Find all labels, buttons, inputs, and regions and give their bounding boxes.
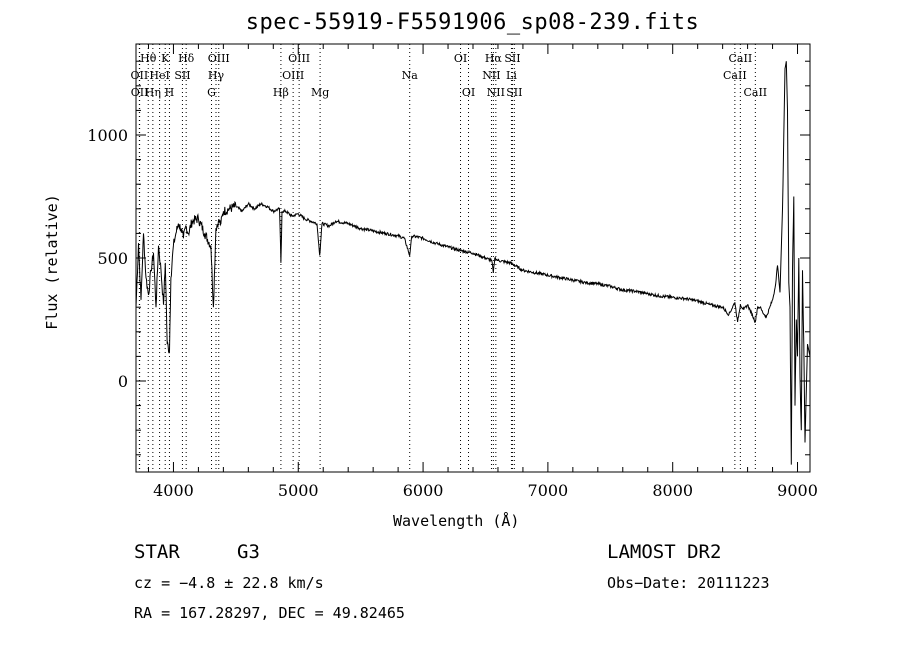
spectral-line-label: Hγ [208, 69, 225, 82]
x-axis-label: Wavelength (Å) [393, 512, 520, 530]
spectral-line-label: K [161, 52, 170, 65]
spectral-line-label: OIII [288, 52, 310, 65]
spectral-line-label: SII [506, 86, 522, 99]
spectral-line-label: G [207, 86, 216, 99]
x-tick-label: 5000 [278, 481, 319, 500]
y-tick-label: 500 [97, 249, 128, 268]
spectral-line-label: Hθ [140, 52, 157, 65]
spectral-line-label: NII [482, 69, 500, 82]
chart-title: spec-55919-F5591906_sp08-239.fits [245, 10, 700, 35]
x-tick-label: 7000 [528, 481, 569, 500]
spectral-line-label: Hβ [273, 86, 289, 99]
spectral-line-label: HeI [149, 69, 169, 82]
spectral-line-label: SII [174, 69, 190, 82]
spectral-line-label: CaII [743, 86, 767, 99]
y-axis-label: Flux (relative) [43, 194, 61, 330]
spectral-line-label: Hδ [178, 52, 195, 65]
spectral-line-label: CaII [723, 69, 747, 82]
spectral-line-label: CaII [729, 52, 753, 65]
spectral-line-label: OI [462, 86, 475, 99]
spectral-line-label: Hα [485, 52, 503, 65]
plot-frame [135, 43, 811, 473]
spectral-line-label: OIII [208, 52, 230, 65]
spectral-line-label: SII [504, 52, 520, 65]
spectral-line-label: OI [454, 52, 467, 65]
spectral-line-label: Mg [311, 86, 329, 99]
object-subclass: G3 [237, 541, 260, 563]
coordinates: RA = 167.28297, DEC = 49.82465 [134, 604, 405, 622]
spectral-line-label: Li [506, 69, 517, 82]
y-tick-label: 0 [118, 372, 128, 391]
object-class: STAR [134, 541, 180, 563]
survey-name: LAMOST DR2 [607, 541, 722, 563]
spectral-line-label: H [165, 86, 175, 99]
spectrum-series [135, 61, 811, 465]
y-tick-label: 1000 [87, 126, 128, 145]
spectral-line-label: OII [131, 86, 149, 99]
spectral-line-label: Na [402, 69, 419, 82]
x-tick-label: 4000 [153, 481, 194, 500]
spectral-line-label: NII [487, 86, 505, 99]
spectral-line-label: OIII [282, 69, 304, 82]
x-tick-label: 9000 [777, 481, 818, 500]
x-tick-label: 6000 [403, 481, 444, 500]
observation-date: Obs−Date: 20111223 [607, 574, 770, 592]
spectral-line-label: Hη [145, 86, 161, 99]
x-tick-label: 8000 [652, 481, 693, 500]
redshift-cz: cz = −4.8 ± 22.8 km/s [134, 574, 324, 592]
spectral-line-label: OII [131, 69, 149, 82]
